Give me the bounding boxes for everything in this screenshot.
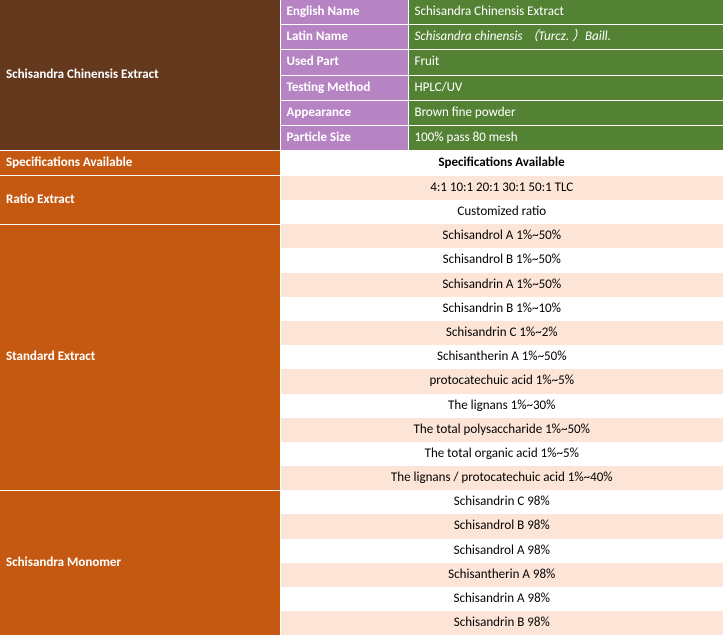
- spec-value: The lignans / protocatechuic acid 1%~40%: [280, 466, 723, 490]
- spec-value: Schisandrol A 98%: [280, 539, 723, 563]
- property-label: Testing Method: [280, 75, 408, 100]
- property-value: Brown fine powder: [408, 100, 723, 125]
- spec-value: protocatechuic acid 1%~5%: [280, 369, 723, 393]
- property-value-text: Schisandra chinensis （Turcz. ）Baill.: [415, 29, 611, 44]
- spec-value: The lignans 1%~30%: [280, 394, 723, 418]
- spec-value: Schisandrin A 98%: [280, 587, 723, 611]
- section-header-right: Specifications Available: [280, 151, 723, 176]
- spec-value: Schisandrin B 1%~10%: [280, 297, 723, 321]
- spec-value: Schisandrol A 1%~50%: [280, 224, 723, 248]
- spec-value: Customized ratio: [280, 200, 723, 224]
- property-label: English Name: [280, 0, 408, 25]
- spec-value: The total polysaccharide 1%~50%: [280, 418, 723, 442]
- property-value: 100% pass 80 mesh: [408, 125, 723, 150]
- group-label: Standard Extract: [0, 224, 280, 490]
- spec-value: Schisandrin C 98%: [280, 490, 723, 514]
- section-header-left: Specifications Available: [0, 151, 280, 176]
- property-label: Used Part: [280, 50, 408, 75]
- group-label: Ratio Extract: [0, 176, 280, 224]
- spec-value: The total organic acid 1%~5%: [280, 442, 723, 466]
- property-label: Latin Name: [280, 25, 408, 50]
- property-value: Schisandra chinensis （Turcz. ）Baill.: [408, 25, 723, 50]
- product-title: Schisandra Chinensis Extract: [0, 0, 280, 151]
- property-value: HPLC/UV: [408, 75, 723, 100]
- group-label: Schisandra Monomer: [0, 490, 280, 635]
- spec-value: Schisandrin C 1%~2%: [280, 321, 723, 345]
- spec-value: Schisantherin A 98%: [280, 563, 723, 587]
- property-value: Schisandra Chinensis Extract: [408, 0, 723, 25]
- spec-value: Schisandrin B 98%: [280, 611, 723, 635]
- property-label: Appearance: [280, 100, 408, 125]
- property-label: Particle Size: [280, 125, 408, 150]
- spec-value: 4:1 10:1 20:1 30:1 50:1 TLC: [280, 176, 723, 200]
- property-value: Fruit: [408, 50, 723, 75]
- product-table: Schisandra Chinensis ExtractEnglish Name…: [0, 0, 723, 635]
- spec-value: Schisandrol B 1%~50%: [280, 248, 723, 272]
- spec-value: Schisantherin A 1%~50%: [280, 345, 723, 369]
- spec-value: Schisandrin A 1%~50%: [280, 273, 723, 297]
